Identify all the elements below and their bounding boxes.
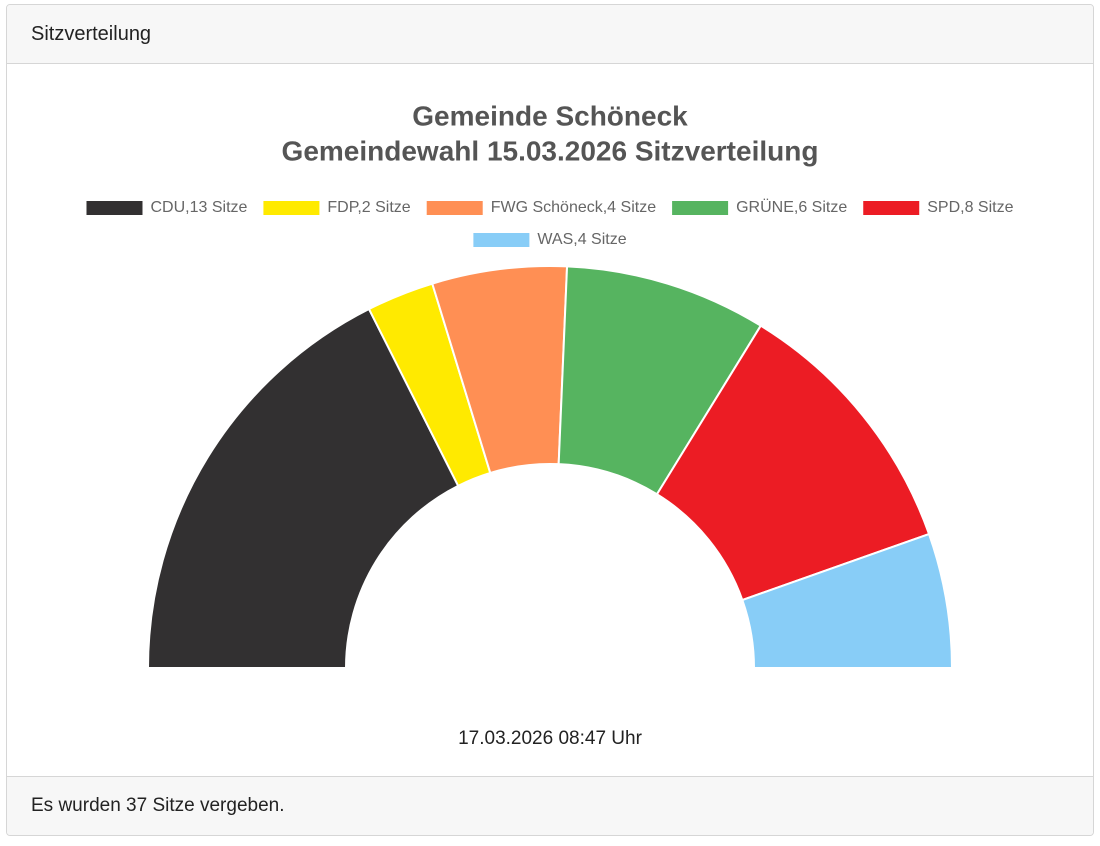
legend-label: GRÜNE,6 Sitze: [736, 198, 847, 216]
card: Sitzverteilung Es wurden 37 Sitze vergeb…: [6, 4, 1094, 836]
seat-segment: [146, 307, 460, 669]
legend-label: WAS,4 Sitze: [537, 231, 626, 248]
card-footer: Es wurden 37 Sitze vergeben.: [7, 776, 1093, 835]
legend-label: FWG Schöneck,4 Sitze: [491, 199, 656, 216]
legend-swatch: [672, 201, 729, 215]
timestamp: 17.03.2026 08:47 Uhr: [458, 728, 642, 749]
legend-swatch: [86, 201, 143, 215]
legend-swatch: [263, 201, 320, 215]
seat-segment: [741, 532, 954, 669]
legend-swatch: [863, 201, 920, 215]
legend-label: SPD,8 Sitze: [927, 199, 1013, 216]
card-header: Sitzverteilung: [7, 5, 1093, 64]
chart: Gemeinde Schöneck Gemeindewahl 15.03.202…: [86, 100, 1014, 749]
legend-swatch: [473, 233, 530, 247]
legend-swatch: [426, 201, 483, 215]
legend-label: FDP,2 Sitze: [327, 199, 410, 216]
chart-title: Gemeindewahl 15.03.2026 Sitzverteilung: [282, 135, 819, 166]
legend-label: CDU,13 Sitze: [150, 199, 247, 216]
seat-segment: [655, 324, 931, 602]
chart-title: Gemeinde Schöneck: [412, 100, 688, 131]
